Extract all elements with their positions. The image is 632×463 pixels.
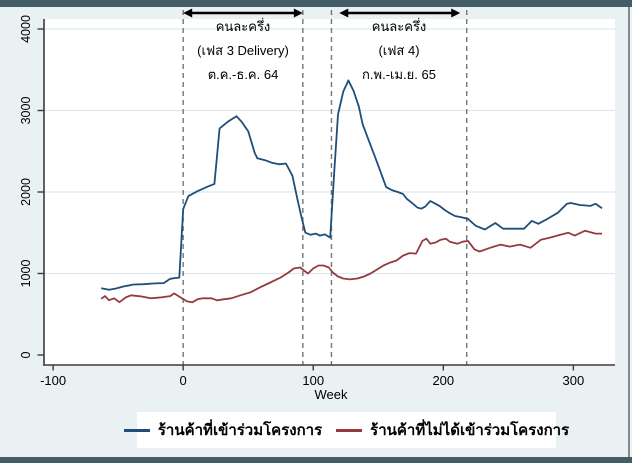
x-axis-title: Week — [314, 387, 348, 402]
y-tick-label: 1000 — [19, 260, 33, 288]
legend-item-non-participating: ร้านค้าที่ไม่ได้เข้าร่วมโครงการ — [336, 418, 569, 442]
legend-label-non-participating: ร้านค้าที่ไม่ได้เข้าร่วมโครงการ — [370, 422, 570, 439]
y-tick-label: 0 — [19, 351, 33, 358]
top-accent-bar — [0, 0, 632, 7]
y-tick-label: 2000 — [19, 178, 33, 206]
annotation-line: คนละครึ่ง — [215, 19, 271, 34]
annotation-line: ต.ค.-ธ.ค. 64 — [207, 67, 279, 82]
x-tick-label: 300 — [563, 373, 585, 388]
y-tick-label: 4000 — [19, 15, 33, 43]
annotation-line: คนละครึ่ง — [371, 19, 427, 34]
arrowhead-left — [183, 8, 193, 18]
arrowhead-right — [293, 8, 303, 18]
arrowhead-left — [339, 8, 349, 18]
chart-legend: ร้านค้าที่เข้าร่วมโครงการ ร้านค้าที่ไม่ไ… — [123, 412, 569, 448]
annotation-line: (เฟส 3 Delivery) — [197, 43, 289, 58]
bottom-accent-bar — [0, 457, 632, 463]
x-tick-label: 200 — [432, 373, 454, 388]
legend-item-participating: ร้านค้าที่เข้าร่วมโครงการ — [123, 418, 323, 442]
annotation-phase4: คนละครึ่ง (เฟส 4) ก.พ.-เม.ย. 65 — [362, 15, 436, 87]
x-tick-label: 100 — [302, 373, 324, 388]
arrowhead-right — [451, 8, 461, 18]
legend-label-participating: ร้านค้าที่เข้าร่วมโครงการ — [157, 422, 323, 439]
series-line-1 — [100, 229, 602, 304]
annotation-line: (เฟส 4) — [378, 43, 420, 58]
legend-line-sample-red — [336, 428, 363, 432]
x-tick-label: -100 — [40, 373, 66, 388]
window-right-edge — [628, 7, 630, 457]
legend-line-sample-blue — [123, 428, 150, 432]
series-line-0 — [101, 79, 603, 291]
y-tick-label: 3000 — [19, 97, 33, 125]
annotation-phase3-delivery: คนละครึ่ง (เฟส 3 Delivery) ต.ค.-ธ.ค. 64 — [197, 15, 289, 87]
x-tick-label: 0 — [180, 373, 187, 388]
annotation-line: ก.พ.-เม.ย. 65 — [362, 67, 436, 82]
